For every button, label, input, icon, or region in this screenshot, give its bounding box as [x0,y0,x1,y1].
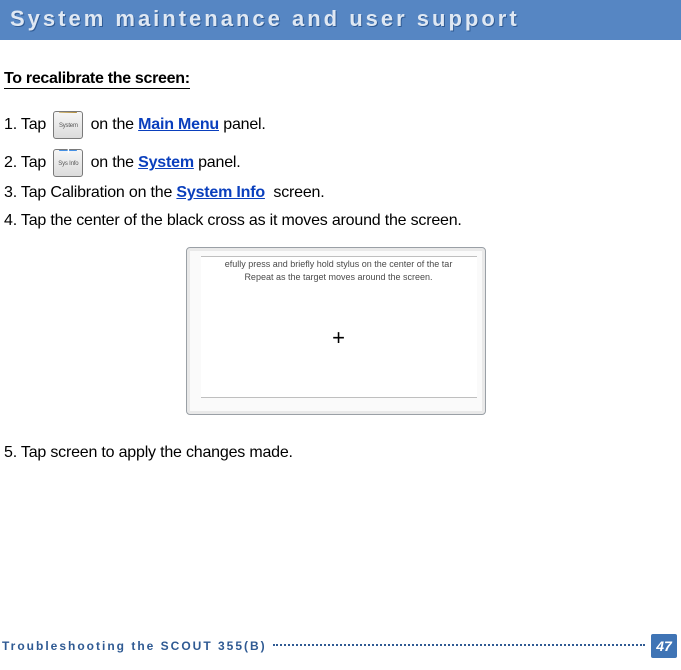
step-2: 2. Tap i Sys Info on the System panel. [4,149,667,177]
screenshot-line2: Repeat as the target moves around the sc… [201,270,477,283]
page-header: System maintenance and user support [0,0,681,40]
content-area: To recalibrate the screen: 1. Tap System… [0,40,681,465]
step-1-pre: 1. Tap [4,113,50,137]
link-main-menu[interactable]: Main Menu [138,113,219,137]
step-4: 4. Tap the center of the black cross as … [4,209,667,233]
page-title: System maintenance and user support [10,6,671,32]
calibration-cross-icon: + [332,325,345,351]
sysinfo-icon: i Sys Info [53,149,83,177]
step-2-pre: 2. Tap [4,151,50,175]
step-1-on: on the [86,113,138,137]
link-system[interactable]: System [138,151,194,175]
calibration-screenshot: efully press and briefly hold stylus on … [4,247,667,415]
step-3-post: screen. [265,181,325,205]
system-icon: System [53,111,83,139]
footer-label: Troubleshooting the SCOUT 355(B) [0,639,267,653]
page-number-badge: 47 [651,634,677,658]
page-footer: Troubleshooting the SCOUT 355(B) 47 [0,634,681,658]
step-2-post: panel. [194,151,241,175]
section-heading: To recalibrate the screen: [4,70,190,89]
screenshot-line1: efully press and briefly hold stylus on … [201,257,477,270]
step-3: 3. Tap Calibration on the System Info sc… [4,181,667,205]
link-system-info[interactable]: System Info [176,181,265,205]
step-2-on: on the [86,151,138,175]
step-5: 5. Tap screen to apply the changes made. [4,441,667,465]
step-3-pre: 3. Tap Calibration on the [4,181,176,205]
footer-leader-dots [273,644,645,646]
step-1: 1. Tap System on the Main Menu panel. [4,111,667,139]
step-1-post: panel. [219,113,266,137]
